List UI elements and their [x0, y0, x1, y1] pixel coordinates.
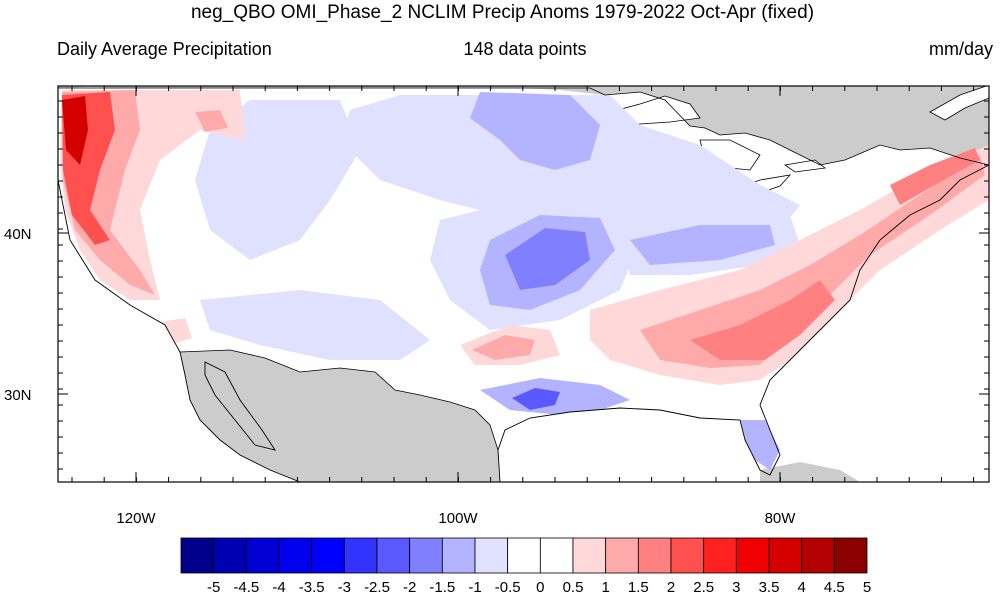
- colorbar-label: 2: [667, 579, 675, 596]
- anom-blue-florida: [740, 420, 780, 470]
- colorbar-swatch: [409, 537, 443, 574]
- anom-blue3-kansas: [505, 228, 590, 290]
- plot-title: neg_QBO OMI_Phase_2 NCLIM Precip Anoms 1…: [190, 2, 815, 23]
- gulf-of-mexico: [498, 408, 760, 482]
- anom-red4-westcoast: [62, 96, 88, 165]
- colorbar-swatch: [343, 537, 378, 574]
- anom-red3-southeast: [690, 280, 835, 360]
- lat-label-30n: 30N: [4, 387, 32, 404]
- colorbar-swatch: [703, 537, 737, 574]
- colorbar-label: -1.5: [429, 579, 455, 596]
- anom-blue2-gulf: [512, 388, 560, 410]
- map-frame: [57, 85, 990, 483]
- colorbar-swatch: [376, 537, 411, 574]
- colorbar-label: 3: [732, 579, 740, 596]
- anom-red2-southeast: [640, 155, 985, 368]
- colorbar-swatch: [213, 537, 247, 574]
- anom-blue2-northplains: [470, 92, 600, 170]
- center-subtitle: 148 data points: [463, 39, 587, 59]
- colorbar-label: -0.5: [495, 579, 521, 596]
- mexico-landmask: [180, 350, 500, 482]
- colorbar-label: -3.5: [299, 579, 325, 596]
- anom-red-newengland: [890, 148, 980, 205]
- left-subtitle: Daily Average Precipitation: [57, 39, 272, 59]
- colorbar-label: -4: [272, 579, 285, 596]
- lat-label-40n: 40N: [4, 226, 32, 243]
- anom-blue-west: [195, 100, 360, 260]
- colorbar: [180, 537, 868, 574]
- caribbean-landmask: [760, 462, 860, 482]
- colorbar-swatch: [245, 537, 280, 574]
- colorbar-label: -2.5: [364, 579, 390, 596]
- colorbar-swatch: [539, 537, 574, 574]
- anom-red-idaho: [195, 110, 228, 132]
- us-canada-border: [58, 87, 989, 166]
- colorbar-label: 4.5: [824, 579, 845, 596]
- colorbar-swatch: [507, 537, 541, 574]
- lake-ontario: [783, 159, 826, 173]
- colorbar-label: 1: [601, 579, 609, 596]
- lon-label-80w: 80W: [765, 510, 797, 527]
- lon-label-100w: 100W: [438, 510, 478, 527]
- nova-scotia: [929, 86, 989, 121]
- colorbar-label: 2.5: [693, 579, 714, 596]
- units-label: mm/day: [928, 39, 993, 59]
- baja-california: [204, 361, 277, 451]
- map-field: [58, 86, 989, 482]
- colorbar-swatch: [833, 537, 868, 574]
- coastline: [58, 164, 989, 482]
- colorbar-swatch: [735, 537, 770, 574]
- colorbar-swatch: [441, 537, 476, 574]
- anom-red2-texas: [472, 335, 535, 360]
- pacific-coast-water: [58, 180, 300, 482]
- canada-landmask: [58, 86, 989, 165]
- colorbar-swatch: [637, 537, 672, 574]
- colorbar-label: 1.5: [628, 579, 649, 596]
- longitude-ticks: [71, 86, 975, 482]
- colorbar-swatch: [670, 537, 705, 574]
- colorbar-label: 5: [863, 579, 871, 596]
- colorbar-swatch: [311, 537, 345, 574]
- colorbar-swatch: [474, 537, 509, 574]
- us-mexico-border: [179, 349, 499, 451]
- colorbar-label: -5: [207, 579, 220, 596]
- colorbar-label: 0: [536, 579, 544, 596]
- colorbar-labels: -5 -4.5 -4 -3.5 -3 -2.5 -2 -1.5 -1 -0.5 0 0.5 1 1.5 2 2…: [207, 579, 871, 596]
- colorbar-swatch: [278, 537, 313, 574]
- colorbar-label: -4.5: [233, 579, 259, 596]
- colorbar-swatch: [180, 537, 215, 574]
- colorbar-label: 4: [797, 579, 805, 596]
- colorbar-label: 3.5: [759, 579, 780, 596]
- anom-blue-southwest: [200, 290, 430, 360]
- colorbar-swatch: [801, 537, 835, 574]
- anom-blue2-ohio: [630, 225, 775, 265]
- colorbar-label: 0.5: [563, 579, 584, 596]
- colorbar-swatch: [605, 537, 639, 574]
- anom-blue-northplains: [340, 95, 800, 250]
- colorbar-swatch: [768, 537, 803, 574]
- colorbar-label: -3: [338, 579, 351, 596]
- latitude-ticks: [58, 100, 989, 470]
- lon-label-120w: 120W: [116, 510, 156, 527]
- colorbar-label: -1: [468, 579, 481, 596]
- colorbar-swatch: [572, 537, 607, 574]
- colorbar-label: -2: [403, 579, 416, 596]
